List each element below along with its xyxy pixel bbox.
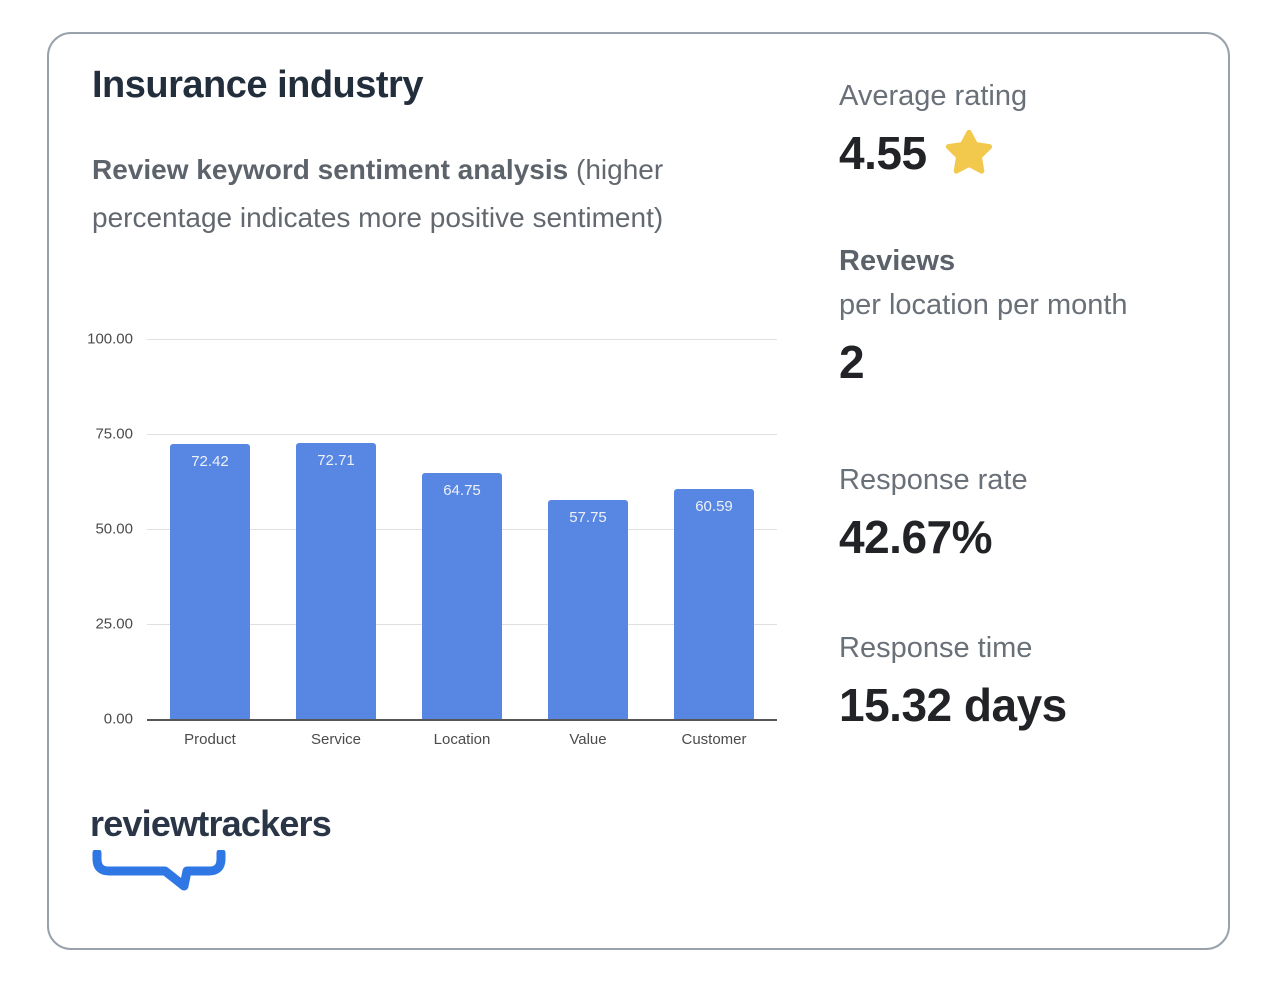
bar-value-label: 60.59: [695, 497, 733, 515]
y-tick-label-0: 0.00: [103, 710, 133, 728]
stat-average-rating: Average rating 4.55: [839, 74, 1027, 180]
plot-area: 0.00 25.00 50.00 75.00 100.00 72.42 Product 72.…: [87, 331, 777, 748]
stat-label: Response rate: [839, 464, 1028, 496]
x-tick-label-service: Service: [310, 731, 362, 748]
bar-service: 72.71: [296, 442, 376, 719]
bar-value-label: 72.71: [317, 451, 355, 469]
speech-bubble-tail-icon: [92, 848, 331, 897]
stat-value: 4.55: [839, 126, 1027, 180]
average-rating-value: 4.55: [839, 127, 927, 179]
response-time-value: 15.32 days: [839, 679, 1067, 731]
bar-product: 72.42: [170, 443, 250, 719]
stat-label: Reviews per location per month: [839, 239, 1128, 327]
bar-location: 64.75: [422, 472, 502, 719]
reviews-value: 2: [839, 336, 865, 388]
x-tick-label-value: Value: [569, 731, 607, 748]
reviewtrackers-logo: reviewtrackers: [90, 803, 332, 897]
y-tick-label-25: 25.00: [95, 615, 133, 633]
y-tick-label-50: 50.00: [95, 520, 133, 538]
y-tick-label-75: 75.00: [95, 425, 133, 443]
bar-customer: 60.59: [674, 488, 754, 719]
page-title: Insurance industry: [92, 64, 423, 106]
stat-response-rate: Response rate 42.67%: [839, 458, 1028, 564]
star-icon: [943, 128, 995, 178]
response-rate-value: 42.67%: [839, 511, 993, 563]
bar-value-label: 72.42: [191, 452, 229, 470]
bar-value: 57.75: [548, 499, 628, 719]
x-tick-label-customer: Customer: [681, 731, 747, 748]
bar-value-label: 57.75: [569, 508, 607, 526]
stat-label: Response time: [839, 632, 1033, 664]
report-card: Insurance industry Review keyword sentim…: [47, 32, 1230, 950]
stat-label-rest: per location per month: [839, 289, 1128, 321]
stat-label-bold: Reviews: [839, 245, 956, 277]
gridline-0: [147, 719, 777, 721]
chart-subtitle-bold: Review keyword sentiment analysis: [92, 154, 569, 185]
x-tick-label-location: Location: [433, 731, 491, 748]
stat-value: 15.32 days: [839, 678, 1067, 732]
stat-reviews: Reviews per location per month 2: [839, 239, 1128, 389]
y-tick-label-100: 100.00: [87, 330, 133, 348]
logo-wordmark: reviewtrackers: [90, 803, 332, 844]
bar-value-label: 64.75: [443, 481, 481, 499]
stat-value: 42.67%: [839, 510, 1028, 564]
stat-label: Average rating: [839, 80, 1028, 112]
chart-subtitle-rest: (higher percentage indicates more positi…: [92, 154, 664, 233]
chart-subtitle: Review keyword sentiment analysis (highe…: [92, 146, 782, 242]
x-tick-label-product: Product: [184, 731, 236, 748]
stat-value: 2: [839, 335, 1128, 389]
gridline-100: [147, 339, 777, 340]
gridline-75: [147, 434, 777, 435]
stat-response-time: Response time 15.32 days: [839, 626, 1067, 732]
